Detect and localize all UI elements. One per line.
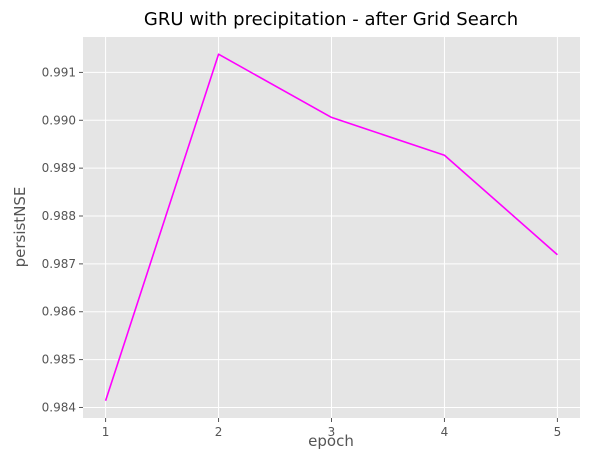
y-tick-label: 0.990	[42, 113, 76, 127]
chart-title: GRU with precipitation - after Grid Sear…	[144, 9, 518, 30]
x-axis-label: epoch	[308, 432, 354, 450]
y-tick-label: 0.991	[42, 65, 76, 79]
y-tick-label: 0.986	[42, 305, 76, 319]
series-layer	[104, 53, 558, 402]
x-tick-label: 4	[441, 425, 449, 439]
y-tick-label: 0.985	[42, 353, 76, 367]
y-axis-label: persistNSE	[11, 187, 29, 268]
y-tick-label: 0.989	[42, 161, 76, 175]
series-line	[104, 53, 558, 402]
x-tick-label: 1	[102, 425, 110, 439]
x-tick-label: 3	[328, 425, 336, 439]
gridlines	[83, 37, 580, 418]
x-axis-ticks: 1 2 3 4 5	[102, 418, 561, 439]
y-tick-label: 0.984	[42, 400, 76, 414]
y-tick-label: 0.988	[42, 209, 76, 223]
y-axis-ticks: 0.984 0.985 0.986 0.987 0.988 0.989 0.990 0.991	[42, 65, 83, 414]
y-tick-label: 0.987	[42, 257, 76, 271]
x-tick-label: 2	[215, 425, 223, 439]
x-tick-label: 5	[554, 425, 562, 439]
